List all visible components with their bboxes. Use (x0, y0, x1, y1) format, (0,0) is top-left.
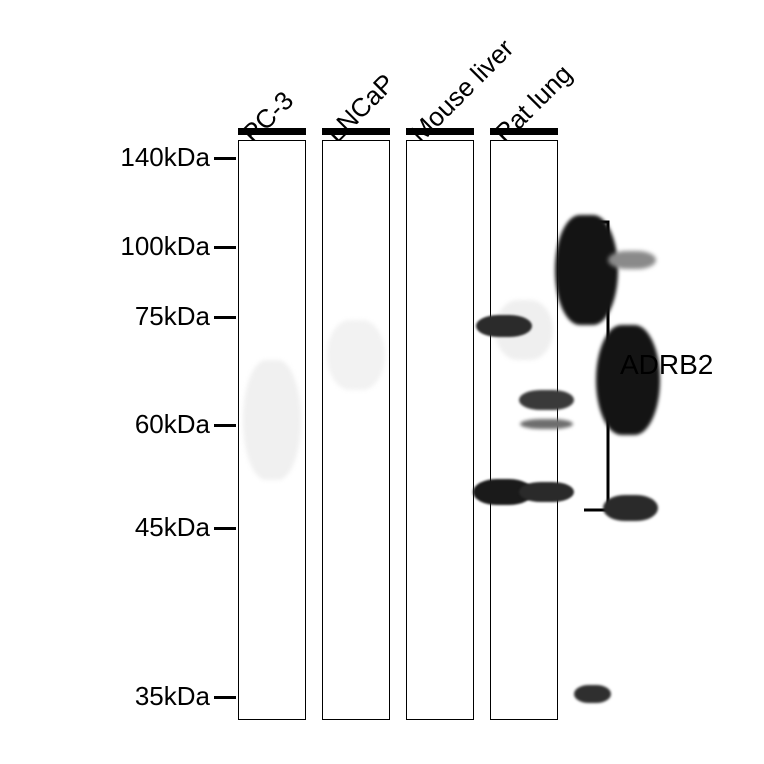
mw-label: 60kDa (135, 409, 210, 440)
mw-label: 140kDa (120, 142, 210, 173)
mw-tick (214, 696, 236, 699)
band (476, 315, 532, 337)
mw-tick (214, 424, 236, 427)
lane-smear (243, 360, 301, 480)
band (574, 685, 611, 703)
mw-label: 100kDa (120, 231, 210, 262)
lane-smear (327, 320, 385, 390)
lane-lncap (322, 140, 390, 720)
band (555, 215, 618, 325)
mw-label: 75kDa (135, 301, 210, 332)
mw-tick (214, 316, 236, 319)
band (519, 482, 573, 502)
mw-label: 35kDa (135, 681, 210, 712)
band (519, 390, 573, 410)
mw-tick (214, 157, 236, 160)
target-label: ADRB2 (620, 349, 713, 381)
mw-tick (214, 527, 236, 530)
lane-mouseliver (406, 140, 474, 720)
lane-label-lncap: LNCaP (320, 68, 401, 149)
band (603, 495, 657, 521)
mw-label: 45kDa (135, 512, 210, 543)
band (520, 419, 573, 429)
band (608, 251, 656, 269)
western-blot-figure: PC-3LNCaPMouse liverRat lung140kDa100kDa… (0, 0, 764, 764)
mw-tick (214, 246, 236, 249)
lane-ratlung (490, 140, 558, 720)
